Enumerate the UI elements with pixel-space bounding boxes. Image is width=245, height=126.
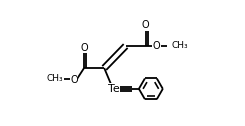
Text: CH₃: CH₃ [46, 74, 63, 83]
Text: Te: Te [108, 84, 120, 94]
Text: O: O [70, 75, 78, 85]
Text: O: O [80, 42, 88, 53]
Text: O: O [153, 41, 160, 51]
Text: CH₃: CH₃ [171, 41, 188, 50]
Text: O: O [142, 20, 150, 30]
